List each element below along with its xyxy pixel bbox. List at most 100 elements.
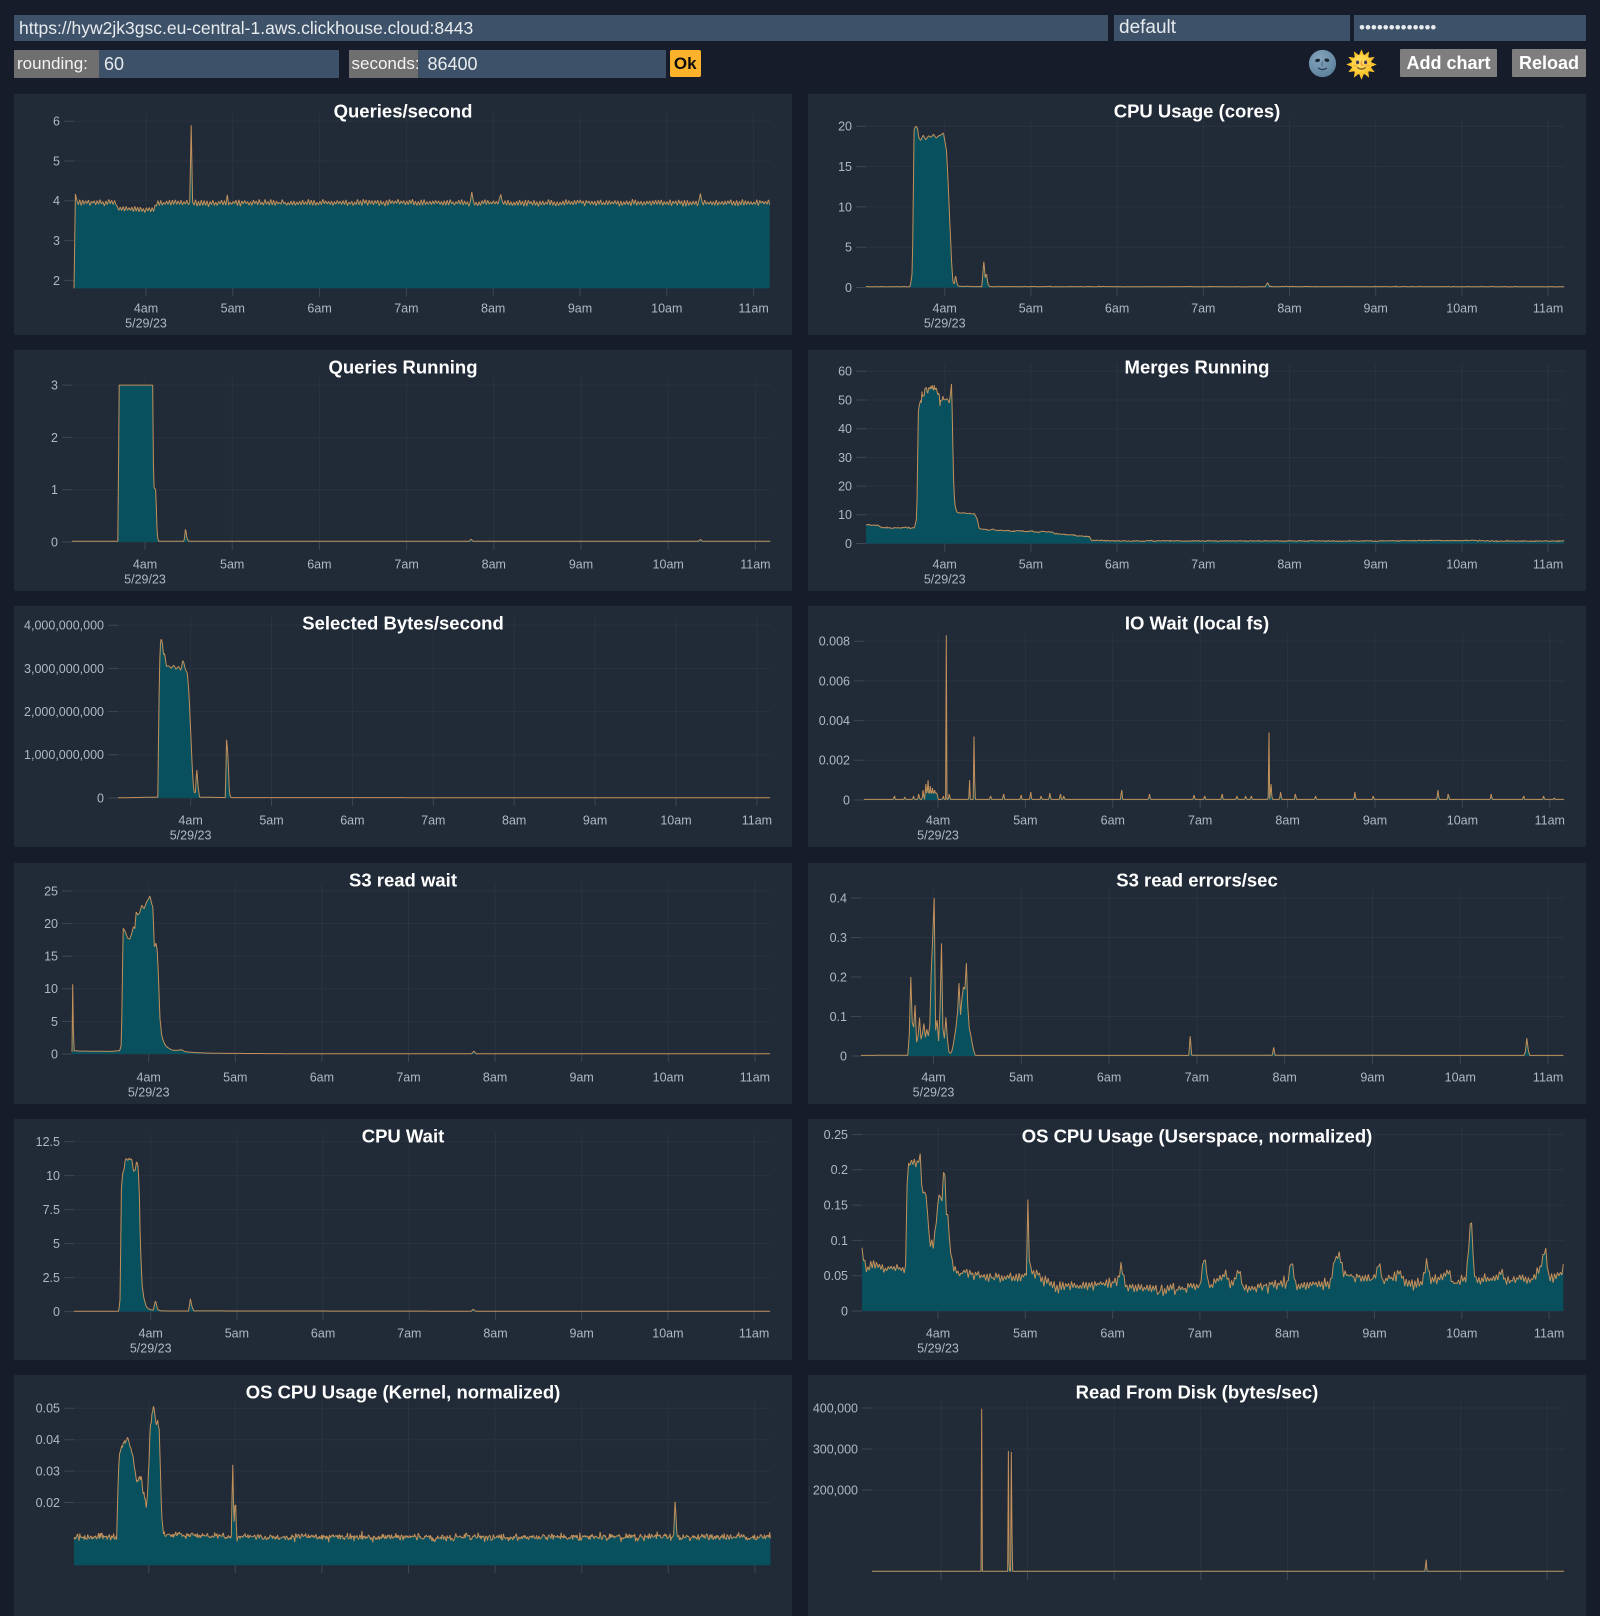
svg-text:6am: 6am	[311, 1326, 335, 1340]
svg-text:30: 30	[838, 451, 852, 465]
svg-text:0: 0	[841, 1304, 848, 1318]
svg-text:7am: 7am	[394, 558, 418, 572]
svg-text:11am: 11am	[740, 558, 770, 572]
svg-text:200,000: 200,000	[813, 1483, 858, 1497]
svg-text:5am: 5am	[1019, 558, 1043, 572]
svg-text:4am: 4am	[178, 814, 202, 828]
svg-text:4am: 4am	[137, 1070, 161, 1084]
svg-text:5: 5	[845, 241, 852, 255]
svg-text:5am: 5am	[221, 302, 245, 316]
svg-text:0.008: 0.008	[819, 635, 850, 649]
svg-text:CPU Wait: CPU Wait	[362, 1125, 445, 1146]
svg-text:10: 10	[44, 982, 58, 996]
svg-text:9am: 9am	[1360, 1070, 1384, 1084]
svg-text:20: 20	[44, 917, 58, 931]
svg-text:0.1: 0.1	[831, 1233, 848, 1247]
svg-text:15: 15	[44, 949, 58, 963]
svg-text:60: 60	[838, 365, 852, 379]
svg-text:11am: 11am	[1533, 1070, 1563, 1084]
svg-text:10am: 10am	[653, 558, 684, 572]
svg-text:10am: 10am	[653, 1070, 684, 1084]
svg-text:0: 0	[53, 1305, 60, 1319]
svg-text:0.15: 0.15	[824, 1198, 848, 1212]
svg-text:Merges Running: Merges Running	[1125, 357, 1270, 378]
svg-text:8am: 8am	[1277, 558, 1301, 572]
svg-text:9am: 9am	[1362, 1326, 1386, 1340]
svg-text:15: 15	[838, 160, 852, 174]
svg-text:Queries/second: Queries/second	[334, 101, 473, 122]
svg-text:0.02: 0.02	[36, 1496, 60, 1510]
svg-text:Queries Running: Queries Running	[328, 357, 477, 378]
svg-text:5/29/23: 5/29/23	[924, 317, 966, 331]
svg-text:9am: 9am	[1363, 814, 1387, 828]
svg-text:6am: 6am	[1097, 1070, 1121, 1084]
svg-text:400,000: 400,000	[813, 1401, 858, 1415]
svg-text:OS CPU Usage (Kernel, normaliz: OS CPU Usage (Kernel, normalized)	[246, 1381, 561, 1402]
svg-text:2.5: 2.5	[43, 1271, 60, 1285]
svg-text:S3 read errors/sec: S3 read errors/sec	[1116, 869, 1277, 890]
svg-text:20: 20	[838, 480, 852, 494]
svg-text:5/29/23: 5/29/23	[128, 1085, 170, 1099]
svg-text:6am: 6am	[1100, 1326, 1124, 1340]
svg-text:0.4: 0.4	[830, 891, 847, 905]
svg-text:5/29/23: 5/29/23	[913, 1085, 955, 1099]
svg-text:10: 10	[838, 509, 852, 523]
svg-text:4: 4	[53, 194, 60, 208]
svg-text:0.25: 0.25	[824, 1128, 848, 1142]
svg-text:0: 0	[840, 1049, 847, 1063]
svg-text:11am: 11am	[1535, 814, 1565, 828]
svg-text:5/29/23: 5/29/23	[125, 317, 167, 331]
svg-text:10am: 10am	[1446, 302, 1477, 316]
svg-text:300,000: 300,000	[813, 1442, 858, 1456]
svg-text:5/29/23: 5/29/23	[917, 829, 959, 843]
svg-text:CPU Usage (cores): CPU Usage (cores)	[1114, 101, 1281, 122]
svg-text:11am: 11am	[1533, 302, 1563, 316]
svg-text:10am: 10am	[1447, 814, 1478, 828]
svg-text:6: 6	[53, 115, 60, 129]
svg-text:4am: 4am	[933, 558, 957, 572]
svg-text:4am: 4am	[926, 1326, 950, 1340]
svg-text:8am: 8am	[483, 1070, 507, 1084]
svg-text:9am: 9am	[569, 558, 593, 572]
svg-text:0.05: 0.05	[824, 1269, 848, 1283]
svg-text:10am: 10am	[1446, 1326, 1477, 1340]
svg-text:8am: 8am	[1273, 1070, 1297, 1084]
svg-text:10am: 10am	[651, 302, 682, 316]
svg-text:5am: 5am	[259, 814, 283, 828]
svg-text:8am: 8am	[1277, 302, 1301, 316]
svg-text:11am: 11am	[742, 814, 772, 828]
svg-text:8am: 8am	[482, 558, 506, 572]
svg-text:7am: 7am	[396, 1070, 420, 1084]
svg-text:0.002: 0.002	[819, 754, 850, 768]
svg-text:7am: 7am	[421, 814, 445, 828]
svg-text:6am: 6am	[307, 558, 331, 572]
svg-text:5: 5	[53, 1237, 60, 1251]
svg-text:0: 0	[843, 794, 850, 808]
svg-text:4am: 4am	[921, 1070, 945, 1084]
svg-text:6am: 6am	[310, 1070, 334, 1084]
svg-text:11am: 11am	[1534, 1326, 1564, 1340]
svg-text:8am: 8am	[481, 302, 505, 316]
svg-text:10am: 10am	[660, 814, 691, 828]
svg-text:0: 0	[51, 536, 58, 550]
svg-text:6am: 6am	[340, 814, 364, 828]
svg-text:4,000,000,000: 4,000,000,000	[24, 619, 104, 633]
svg-text:6am: 6am	[1105, 558, 1129, 572]
svg-text:11am: 11am	[739, 1326, 769, 1340]
svg-text:9am: 9am	[583, 814, 607, 828]
svg-text:10am: 10am	[1445, 1070, 1476, 1084]
svg-text:0: 0	[845, 281, 852, 295]
svg-text:2: 2	[53, 274, 60, 288]
svg-text:9am: 9am	[1364, 302, 1388, 316]
svg-text:0.1: 0.1	[830, 1009, 847, 1023]
svg-text:5/29/23: 5/29/23	[130, 1341, 172, 1355]
svg-text:0: 0	[97, 792, 104, 806]
svg-text:9am: 9am	[1364, 558, 1388, 572]
svg-text:1,000,000,000: 1,000,000,000	[24, 749, 104, 763]
svg-text:40: 40	[838, 422, 852, 436]
svg-text:5am: 5am	[225, 1326, 249, 1340]
svg-text:10am: 10am	[1446, 558, 1477, 572]
svg-text:5am: 5am	[223, 1070, 247, 1084]
svg-text:8am: 8am	[483, 1326, 507, 1340]
svg-text:5/29/23: 5/29/23	[924, 573, 966, 587]
